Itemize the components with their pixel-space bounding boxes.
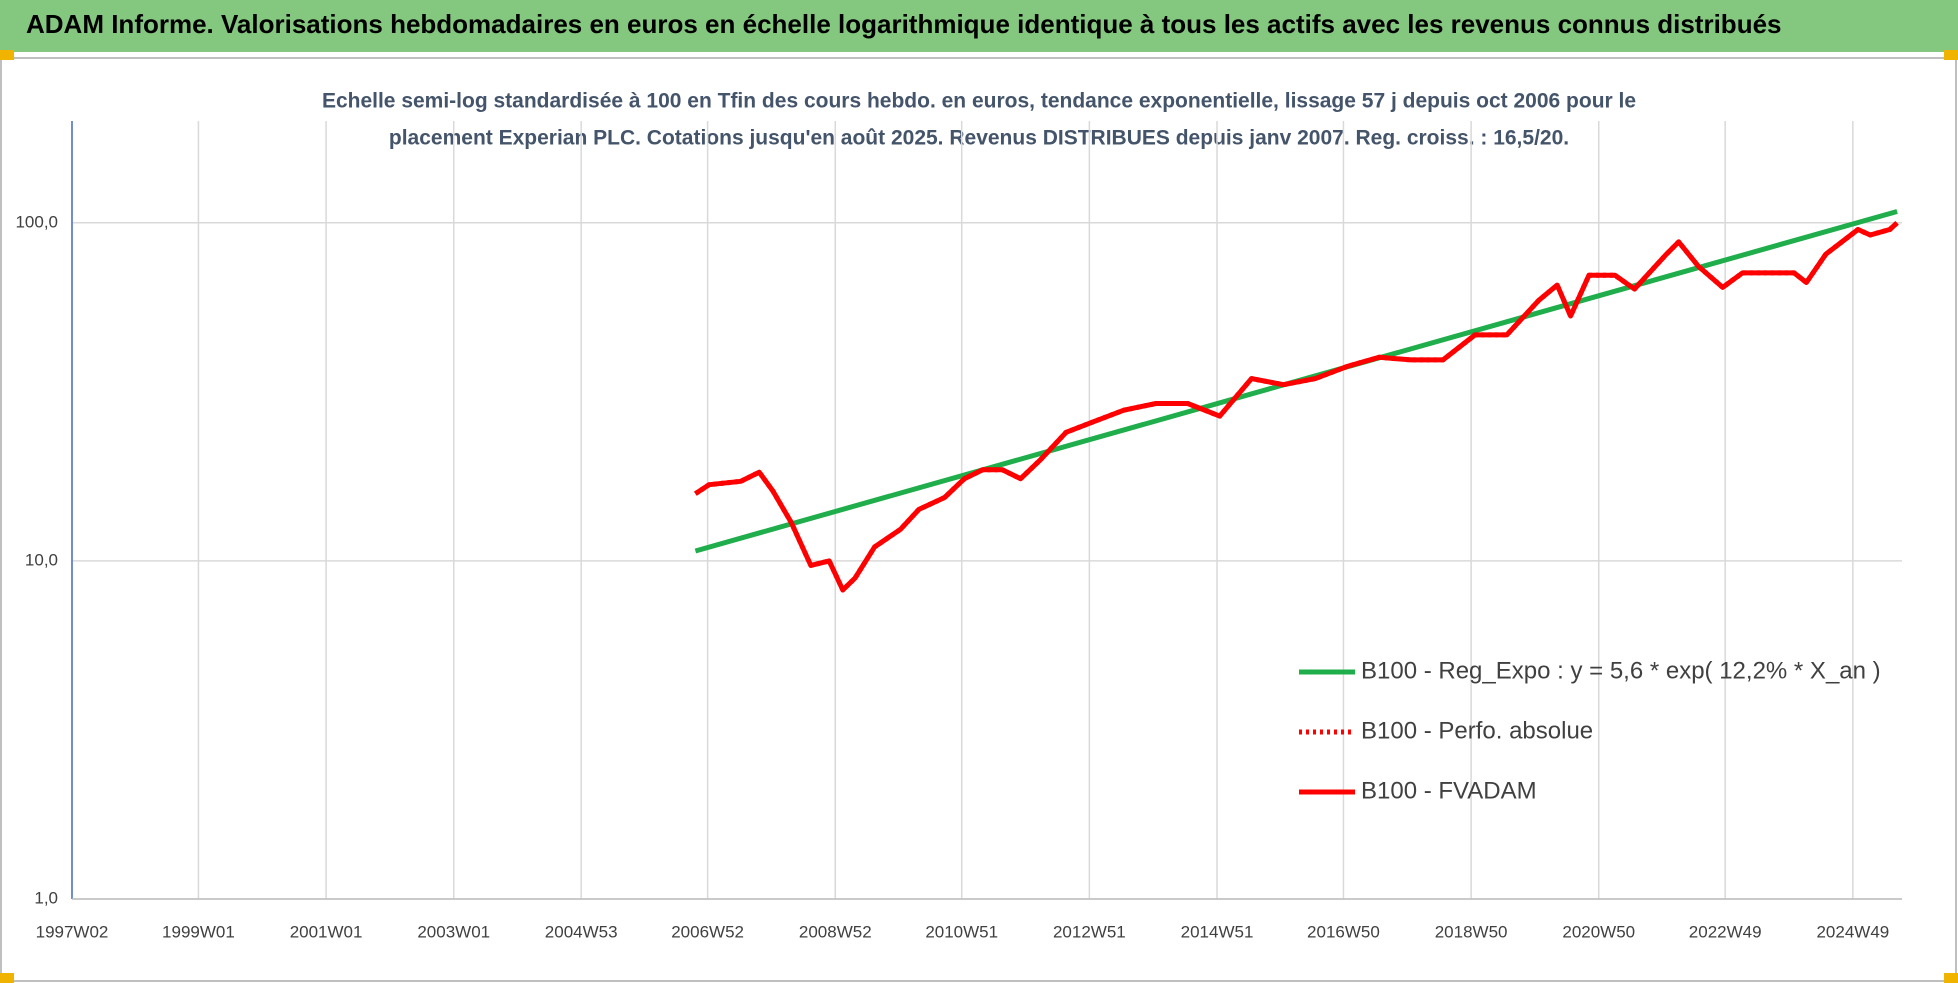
x-tick-label: 2012W51 [1053,922,1126,941]
x-tick-label: 2016W50 [1307,922,1380,941]
legend-label: B100 - Reg_Expo : y = 5,6 * exp( 12,2% *… [1361,657,1881,684]
chart-subtitle: Echelle semi-log standardisée à 100 en T… [322,90,1636,113]
x-tick-label: 2004W53 [545,922,618,941]
y-tick-label: 10,0 [25,550,58,569]
header-bar [0,0,1958,52]
y-tick-label: 100,0 [15,212,58,231]
y-tick-label: 1,0 [34,888,58,907]
corner-mark [0,50,14,60]
legend-label: B100 - FVADAM [1361,777,1537,804]
x-tick-label: 1999W01 [162,922,235,941]
corner-mark [1944,50,1958,60]
x-tick-label: 2008W52 [799,922,872,941]
x-tick-label: 2001W01 [290,922,363,941]
chart-title: ADAM Informe. Valorisations hebdomadaire… [26,9,1782,39]
x-tick-label: 2020W50 [1562,922,1635,941]
x-tick-label: 2024W49 [1816,922,1889,941]
series-line [694,220,1899,593]
x-tick-label: 2003W01 [417,922,490,941]
legend-label: B100 - Perfo. absolue [1361,717,1593,744]
x-tick-label: 2014W51 [1181,922,1254,941]
x-tick-label: 2006W52 [671,922,744,941]
x-tick-label: 1997W02 [36,922,109,941]
x-tick-label: 2010W51 [925,922,998,941]
series-line [694,220,1899,593]
corner-mark [1944,973,1958,983]
chart-subtitle: placement Experian PLC. Cotations jusqu'… [389,127,1569,150]
corner-mark [0,973,14,983]
frame [0,57,1957,982]
x-tick-label: 2018W50 [1435,922,1508,941]
x-tick-label: 2022W49 [1689,922,1762,941]
